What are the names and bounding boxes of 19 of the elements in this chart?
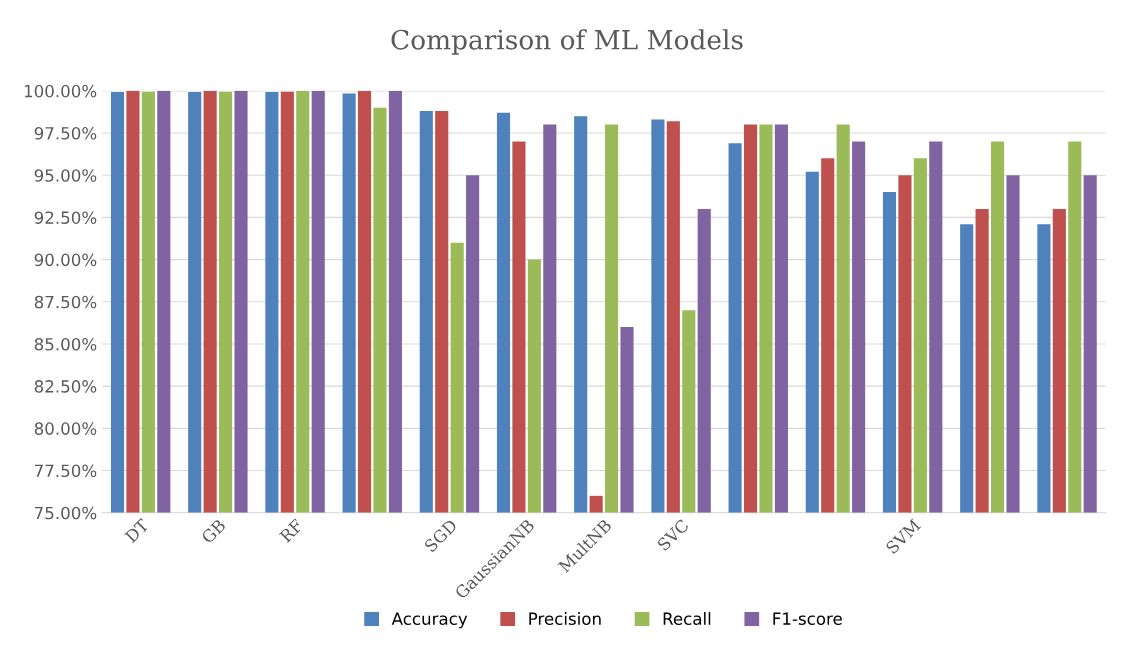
y-tick-label: 92.50% <box>34 211 97 224</box>
legend-label: F1-score <box>773 612 842 625</box>
legend-label: Recall <box>663 612 711 625</box>
y-tick-label: 100.00% <box>24 84 97 98</box>
y-tick-label: 75.00% <box>35 506 97 520</box>
y-tick-label: 90.00% <box>34 253 97 267</box>
y-tick-label: 82.50% <box>34 380 97 393</box>
y-tick-label: 80.00% <box>34 422 97 435</box>
legend-label: Precision <box>529 612 601 625</box>
y-tick-label: 95.00% <box>34 169 97 182</box>
x-tick-label: RF <box>279 518 304 543</box>
chart-title: Comparison of ML Models <box>391 29 743 55</box>
y-tick-label: 85.00% <box>34 337 97 351</box>
y-tick-label: 97.50% <box>34 127 97 140</box>
y-tick-label: 87.50% <box>34 295 97 309</box>
x-tick-label: GB <box>200 518 227 545</box>
legend-label: Accuracy <box>391 612 468 629</box>
y-tick-label: 77.50% <box>35 464 97 478</box>
x-tick-label: DT <box>124 518 150 544</box>
